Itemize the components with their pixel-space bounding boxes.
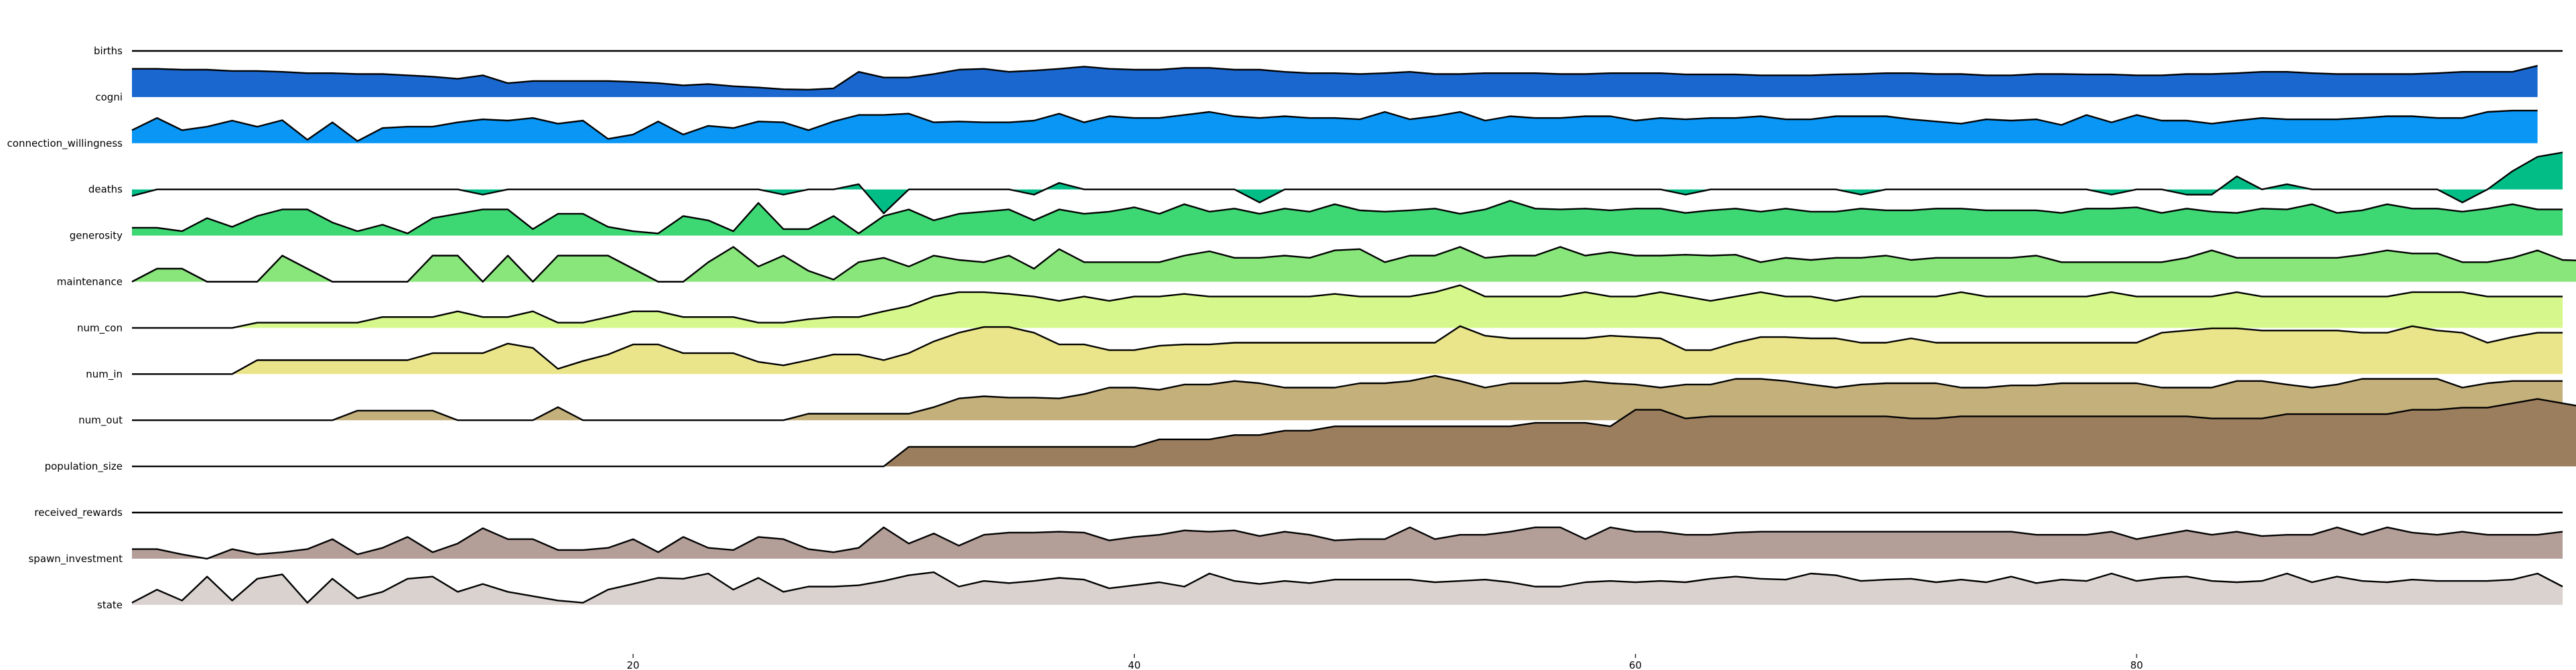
ridge-label-received-rewards: received_rewards xyxy=(34,507,123,519)
ridge-area-population-size xyxy=(132,399,2576,467)
ridge-line-deaths xyxy=(131,151,2563,214)
ridge-label-population-size: population_size xyxy=(45,460,123,473)
ridge-label-cogni: cogni xyxy=(95,91,123,103)
ridge-label-state: state xyxy=(97,599,123,611)
x-tick-label: 60 xyxy=(1629,659,1642,670)
ridge-label-maintenance: maintenance xyxy=(57,276,123,288)
x-tick-label: 40 xyxy=(1128,659,1141,670)
ridge-deaths: deaths xyxy=(88,151,2563,214)
ridge-population-size: population_size xyxy=(45,398,2576,473)
ridge-line-num-out xyxy=(132,375,2563,421)
ridge-line-maintenance xyxy=(131,246,2576,283)
ridge-label-connection-willingness: connection_willingness xyxy=(7,137,123,150)
ridge-generosity: generosity xyxy=(70,200,2563,242)
ridge-label-num-in: num_in xyxy=(86,368,123,381)
x-tick-label: 20 xyxy=(627,659,640,670)
ridge-cogni: cogni xyxy=(95,64,2538,103)
ridge-area-maintenance xyxy=(132,247,2576,282)
ridge-area-generosity xyxy=(132,200,2563,236)
ridge-area-cogni xyxy=(132,66,2538,97)
ridge-line-generosity xyxy=(132,200,2563,234)
ridge-area-spawn-investment xyxy=(132,527,2563,559)
ridge-label-deaths: deaths xyxy=(88,184,123,196)
ridge-line-population-size xyxy=(132,398,2576,468)
ridge-maintenance: maintenance xyxy=(57,246,2576,288)
ridge-num-con: num_con xyxy=(77,284,2563,334)
ridge-label-spawn-investment: spawn_investment xyxy=(28,553,123,565)
ridge-spawn-investment: spawn_investment xyxy=(28,526,2563,565)
ridge-line-cogni xyxy=(132,64,2538,90)
ridge-label-num-out: num_out xyxy=(78,414,123,427)
ridge-line-state xyxy=(131,571,2563,604)
ridge-label-num-con: num_con xyxy=(77,322,123,334)
x-tick-label: 80 xyxy=(2130,659,2143,670)
ridge-area-num-in xyxy=(132,326,2563,375)
ridge-line-num-con xyxy=(132,284,2563,329)
ridge-area-deaths xyxy=(132,152,2563,214)
x-axis: 20 40 60 80 xyxy=(627,654,2143,670)
ridge-line-num-in xyxy=(132,325,2563,375)
ridge-received-rewards: received_rewards xyxy=(34,507,2563,519)
ridge-num-in: num_in xyxy=(86,325,2563,381)
ridge-label-births: births xyxy=(94,45,123,57)
ridge-num-out: num_out xyxy=(78,375,2563,427)
ridge-area-num-con xyxy=(132,285,2563,328)
ridge-area-connection-willingness xyxy=(132,111,2538,143)
ridge-line-spawn-investment xyxy=(132,526,2563,560)
ridge-state: state xyxy=(97,571,2563,611)
ridge-label-generosity: generosity xyxy=(70,230,123,242)
ridge-connection-willingness: connection_willingness xyxy=(7,109,2538,150)
ridge-births: births xyxy=(94,45,2563,57)
ridge-line-connection-willingness xyxy=(131,109,2538,142)
ridge-area-num-out xyxy=(132,375,2563,421)
